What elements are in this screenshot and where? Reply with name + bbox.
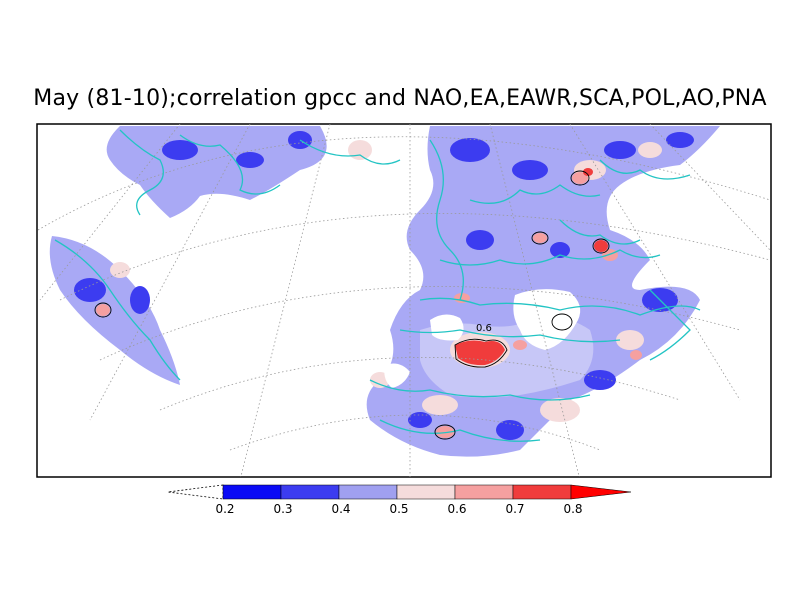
chart-title: May (81-10);correlation gpcc and NAO,EA,… [33,86,767,111]
patch [422,395,458,415]
high-correlation-patches [96,172,642,438]
patch [630,350,642,360]
patch [436,426,454,438]
colorbar-tick-label: 0.5 [389,502,408,516]
colorbar-tick-label: 0.3 [273,502,292,516]
colorbar-tick-label: 0.4 [331,502,350,516]
colorbar-segment [396,484,456,500]
colorbar-below-triangle [167,484,224,500]
patch [638,142,662,158]
patch [96,304,110,316]
colorbar-segment [512,484,572,500]
patch [450,138,490,162]
low-correlation-patches [74,131,694,440]
colorbar-tick-label: 0.2 [215,502,234,516]
patch [550,242,570,258]
patch [162,140,198,160]
colorbar-tick-label: 0.7 [505,502,524,516]
patch [572,172,588,184]
patch [110,262,130,278]
red-patch-north-africa [455,340,505,366]
contour-label: 0.6 [476,323,492,334]
patch [540,398,580,422]
patch [583,168,593,176]
colorbar-segment [280,484,340,500]
colorbar: 0.2 0.3 0.4 0.5 0.6 0.7 0.8 [167,484,632,516]
colorbar-tick-label: 0.8 [563,502,582,516]
patch [594,240,608,252]
patch [130,286,150,314]
coastlines [54,129,701,442]
north-america-land [106,126,327,218]
colorbar-tick-label: 0.6 [447,502,466,516]
patch [408,412,432,428]
patch [584,370,616,390]
patch [666,132,694,148]
patch [533,233,547,243]
patch [236,152,264,168]
patch [74,278,106,302]
contours [94,170,610,440]
patch [604,141,636,159]
patch [496,420,524,440]
colorbar-above-arrow [570,484,632,500]
graticule [37,124,771,477]
colorbar-segment [338,484,398,500]
patch [512,160,548,180]
patch [616,330,644,350]
patch [466,230,494,250]
colorbar-segment [454,484,514,500]
alaska-land [49,236,180,385]
arabia-gap [430,314,464,341]
patch [513,340,527,350]
africa-gap [384,363,410,388]
patch [348,140,372,160]
colorbar-segment [222,484,282,500]
